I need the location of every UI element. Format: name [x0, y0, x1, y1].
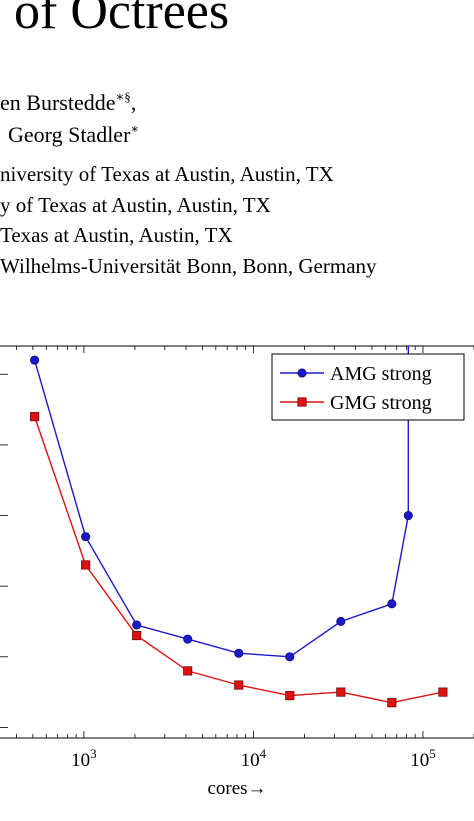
data-point	[285, 652, 295, 662]
x-tick-base: 10	[410, 750, 429, 771]
series-line-2	[33, 416, 444, 704]
data-point	[438, 687, 448, 697]
data-point	[183, 666, 193, 676]
data-point	[387, 698, 397, 708]
affiliation-2: y of Texas at Austin, Austin, TX	[0, 193, 271, 217]
affiliation-1: niversity of Texas at Austin, Austin, TX	[0, 162, 334, 186]
x-tick-base: 10	[241, 750, 260, 771]
chart-series	[30, 346, 448, 708]
data-point	[336, 616, 346, 627]
data-point	[30, 412, 40, 422]
affiliation-3: Texas at Austin, Austin, TX	[0, 223, 233, 247]
author-name: Georg Stadler	[8, 122, 131, 147]
x-tick-base: 10	[71, 750, 90, 771]
data-point	[403, 510, 413, 521]
paper-title: of Octrees	[14, 0, 230, 40]
legend-box	[271, 353, 465, 421]
affiliation-4: Wilhelms-Universität Bonn, Bonn, Germany	[0, 254, 377, 278]
x-tick-exponent: 3	[90, 746, 97, 761]
data-point	[81, 560, 91, 570]
legend-label: AMG strong	[330, 363, 432, 385]
chart-axes: 103 104 105	[0, 345, 474, 771]
legend-marker	[297, 368, 307, 378]
data-point	[234, 680, 244, 690]
data-point	[387, 599, 397, 609]
data-point	[30, 355, 40, 365]
x-tick-label: 105	[410, 746, 436, 771]
x-tick-exponent: 5	[429, 746, 436, 761]
x-tick-exponent: 4	[260, 746, 267, 761]
author-line-2: Georg Stadler∗	[8, 121, 140, 147]
author-line-1: en Burstedde∗§,	[0, 89, 137, 115]
data-point	[336, 687, 346, 697]
x-tick-label: 103	[71, 746, 97, 771]
data-point	[132, 620, 142, 630]
data-point	[81, 532, 91, 542]
data-point	[234, 648, 244, 658]
series-line-1	[33, 346, 409, 658]
legend-marker	[297, 397, 307, 407]
author-name: en Burstedde	[0, 90, 116, 115]
author-separator: ,	[130, 90, 137, 115]
x-axis-label: cores→	[207, 778, 266, 799]
data-point	[132, 631, 142, 641]
author-mark: ∗	[130, 121, 140, 136]
chart-legend: AMG strong GMG strong	[271, 353, 465, 421]
author-mark: ∗§	[115, 89, 131, 104]
data-point	[285, 691, 295, 701]
legend-label: GMG strong	[330, 392, 432, 414]
x-tick-label: 104	[241, 746, 267, 771]
data-point	[183, 634, 193, 644]
